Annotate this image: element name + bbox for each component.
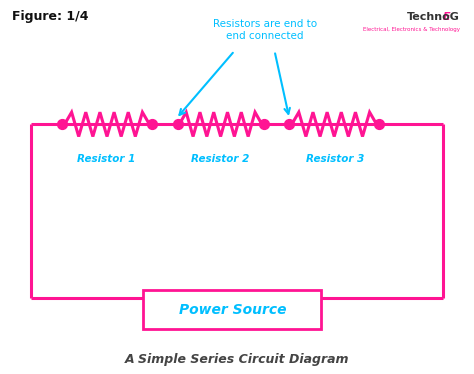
Point: [58, 122, 66, 128]
Text: A Simple Series Circuit Diagram: A Simple Series Circuit Diagram: [125, 353, 349, 366]
Text: Resistor 2: Resistor 2: [191, 154, 250, 164]
Point: [148, 122, 155, 128]
FancyBboxPatch shape: [143, 290, 321, 329]
Text: E: E: [443, 12, 450, 22]
Text: Resistor 3: Resistor 3: [306, 154, 365, 164]
Text: TechnoG: TechnoG: [407, 12, 459, 22]
Point: [286, 122, 293, 128]
Text: Resistors are end to
end connected: Resistors are end to end connected: [213, 19, 317, 41]
Text: Resistor 1: Resistor 1: [77, 154, 135, 164]
Point: [173, 122, 181, 128]
Point: [260, 122, 268, 128]
Text: Electrical, Electronics & Technology: Electrical, Electronics & Technology: [363, 27, 459, 32]
Text: Figure: 1/4: Figure: 1/4: [12, 10, 89, 23]
Text: Power Source: Power Source: [179, 303, 286, 316]
Point: [375, 122, 383, 128]
